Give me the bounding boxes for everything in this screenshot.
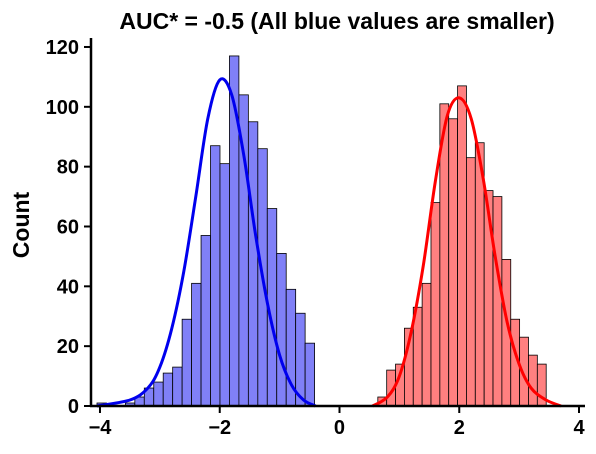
y-tick-label: 100 <box>46 97 79 119</box>
x-tick-label: 2 <box>454 417 465 439</box>
histogram-bar-series-1 <box>247 121 259 407</box>
histogram-bar-series-2 <box>421 282 432 407</box>
kde-curve-series-2 <box>371 96 562 408</box>
y-tick-label: 120 <box>46 37 79 59</box>
histogram-bar-series-1 <box>210 145 221 407</box>
histogram-bar-series-2 <box>430 202 441 407</box>
x-tick-label: 0 <box>334 417 345 439</box>
histogram-bar-series-2 <box>528 354 538 407</box>
x-tick-label: 4 <box>573 417 585 439</box>
y-axis-label: Count <box>8 191 34 258</box>
histogram-bar-series-2 <box>492 196 503 407</box>
histogram-bar-series-1 <box>191 282 202 407</box>
histogram-bar-series-1 <box>162 372 174 407</box>
y-tick-label: 0 <box>68 396 79 418</box>
x-tick-label: −4 <box>89 417 113 439</box>
bars-layer <box>96 55 547 407</box>
histogram-bar-series-1 <box>219 163 230 407</box>
histogram-bar-series-1 <box>200 235 211 407</box>
x-tick-label: −2 <box>208 417 231 439</box>
histogram-bar-series-1 <box>181 318 192 407</box>
kde-layer <box>96 77 562 408</box>
y-tick-label: 20 <box>57 336 79 358</box>
histogram-bar-series-2 <box>457 85 467 407</box>
histogram-bar-series-2 <box>466 157 476 407</box>
histogram-bar-series-2 <box>448 118 458 407</box>
y-tick-label: 60 <box>57 216 79 238</box>
chart-title: AUC* = -0.5 (All blue values are smaller… <box>119 8 554 34</box>
histogram-bar-series-1 <box>153 381 164 407</box>
histogram-bar-series-1 <box>304 342 315 407</box>
y-tick-label: 40 <box>57 276 79 298</box>
histogram-bar-series-1 <box>172 366 183 407</box>
kde-curve-series-1 <box>96 77 317 408</box>
histogram-bar-series-1 <box>276 253 287 407</box>
y-tick-label: 80 <box>57 157 79 179</box>
